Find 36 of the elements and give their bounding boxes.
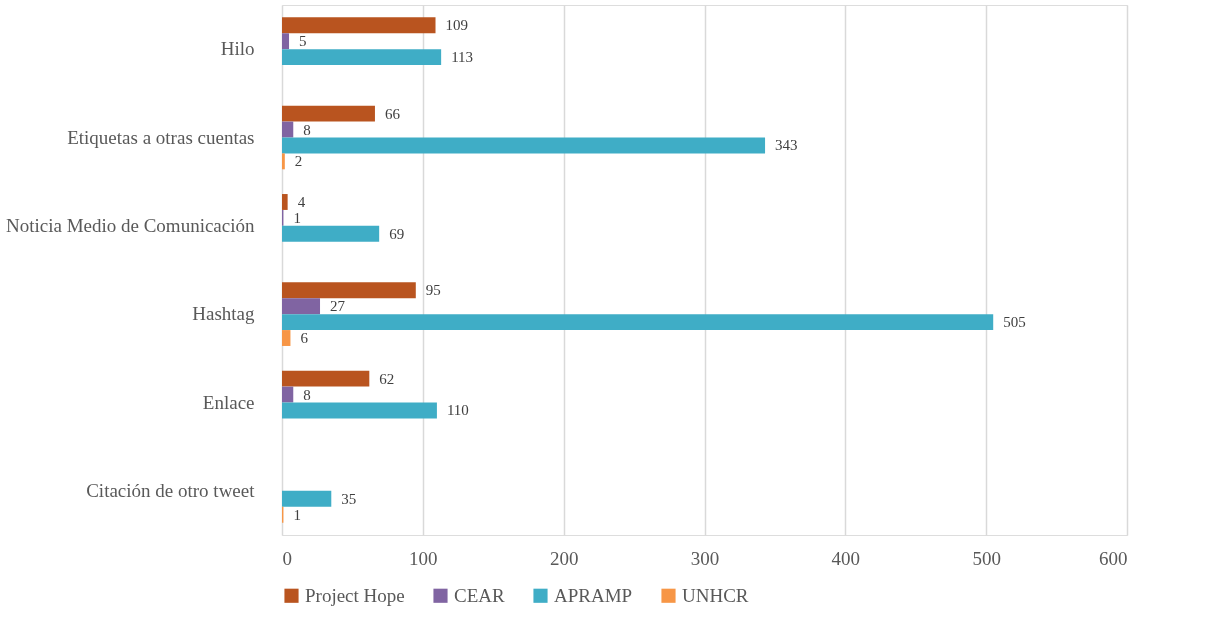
data-label: 5 xyxy=(299,33,307,50)
data-label: 95 xyxy=(425,282,441,299)
y-tick-label: Enlace xyxy=(202,391,255,413)
x-tick-label: 200 xyxy=(549,547,579,569)
data-label: 66 xyxy=(384,105,401,122)
data-label: 1 xyxy=(293,209,301,226)
data-label: 505 xyxy=(1003,314,1026,331)
data-label: 62 xyxy=(379,370,395,387)
data-label: 6 xyxy=(300,330,309,347)
data-label: 113 xyxy=(451,49,474,66)
y-tick-label: Etiquetas a otras cuentas xyxy=(67,126,255,148)
data-label: 4 xyxy=(297,193,306,210)
x-tick-label: 100 xyxy=(409,547,438,569)
x-tick-label: 500 xyxy=(972,547,1001,569)
y-tick-label: Hashtag xyxy=(192,303,255,325)
legend-label: UNHCR xyxy=(682,584,749,606)
x-tick-label: 400 xyxy=(831,547,861,569)
x-tick-label: 0 xyxy=(282,547,292,569)
data-label: 1 xyxy=(293,506,301,523)
data-label: 2 xyxy=(294,153,303,170)
data-label: 110 xyxy=(446,402,469,419)
y-tick-label: Hilo xyxy=(220,38,255,60)
legend-label: CEAR xyxy=(454,584,505,606)
data-label: 27 xyxy=(330,298,346,315)
x-tick-label: 300 xyxy=(690,547,720,569)
x-tick-label: 600 xyxy=(1099,547,1128,569)
y-tick-label: Noticia Medio de Comunicación xyxy=(5,214,255,236)
data-label: 343 xyxy=(775,137,798,154)
data-label: 35 xyxy=(341,490,357,507)
data-label: 69 xyxy=(389,225,405,242)
legend-label: APRAMP xyxy=(554,584,633,606)
y-tick-label: Citación de otro tweet xyxy=(86,479,256,501)
data-label: 8 xyxy=(303,386,311,403)
legend-label: Project Hope xyxy=(305,584,405,606)
data-label: 8 xyxy=(303,121,311,138)
data-label: 109 xyxy=(445,17,469,34)
